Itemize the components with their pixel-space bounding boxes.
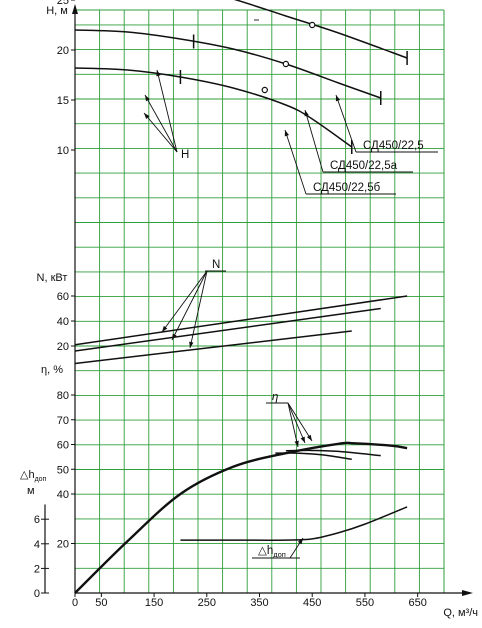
head-curve-0 xyxy=(233,0,408,59)
x-axis-arrow xyxy=(462,590,473,596)
efficiency-tick-label: 60 xyxy=(57,440,69,452)
efficiency-leader-0 xyxy=(287,402,299,448)
x-tick-label: 50 xyxy=(95,597,107,609)
grid xyxy=(75,9,445,593)
x-tick-label: 650 xyxy=(408,597,426,609)
head-point-2 xyxy=(261,86,268,94)
annotations: H СД450/22,5 СД450/22,5а СД450/22,5б Nη △hдоп xyxy=(143,19,438,559)
x-axis-title: Q, м³/ч xyxy=(443,607,478,619)
head-axis-title: H, м xyxy=(46,5,68,17)
head-name-leader-0 xyxy=(335,94,357,153)
power-leader-1 xyxy=(171,270,208,341)
head-name-leader-2 xyxy=(284,129,307,195)
npsh-tick-label: 2 xyxy=(34,563,40,575)
head-name-leader-2-head xyxy=(284,130,289,137)
efficiency-curve-2 xyxy=(275,452,352,461)
x-tick-label: 550 xyxy=(356,597,374,609)
head-curve-2 xyxy=(74,67,353,148)
power-line-1 xyxy=(74,307,381,352)
x-tick-label: 150 xyxy=(145,597,163,609)
head-tick-label: 25 xyxy=(57,0,69,7)
head-leader-2-head xyxy=(144,113,150,120)
npsh-tick-label: 4 xyxy=(34,539,40,551)
head-name-leader-1-head xyxy=(304,110,309,117)
power-leader-2 xyxy=(189,270,208,349)
head-point-1 xyxy=(282,60,290,68)
efficiency-leader-2-head xyxy=(306,434,312,441)
head-curve-1 xyxy=(74,29,381,99)
head-name-leader-1 xyxy=(304,109,324,173)
npsh-series-label: △hдоп xyxy=(258,545,286,559)
power-leader-1-head xyxy=(172,333,177,340)
head-name-label-1: СД450/22,5а xyxy=(330,160,398,172)
x-tick-label: 450 xyxy=(303,597,321,609)
efficiency-leader-0-head xyxy=(294,440,299,447)
efficiency-axis-title: η, % xyxy=(41,364,63,376)
head-name-label-2: СД450/22,5б xyxy=(313,182,381,194)
head-series-label: H xyxy=(181,149,189,161)
npsh-curve-0 xyxy=(180,506,408,541)
power-line-0 xyxy=(74,295,408,346)
efficiency-curve-1 xyxy=(285,449,381,457)
efficiency-tick-label: 80 xyxy=(57,390,69,402)
npsh-leader-head xyxy=(297,538,303,545)
head-leader-1 xyxy=(144,94,178,153)
power-tick-label: 60 xyxy=(57,291,69,303)
efficiency-series-label: η xyxy=(272,391,278,403)
head-leader-1-head xyxy=(145,95,150,102)
head-leader-2 xyxy=(143,112,178,153)
npsh-axis-unit: м xyxy=(27,485,35,497)
curves xyxy=(74,0,408,594)
head-tick-label: 20 xyxy=(57,45,69,57)
head-tick-label: 15 xyxy=(57,95,69,107)
power-tick-label: 20 xyxy=(57,341,69,353)
npsh-tick-label: 6 xyxy=(34,514,40,526)
npsh-tick-label: 0 xyxy=(34,588,40,600)
head-leader-0 xyxy=(156,69,178,153)
head-name-leader-0-head xyxy=(335,95,341,102)
power-leader-2-head xyxy=(189,341,194,348)
power-tick-label: 40 xyxy=(57,316,69,328)
head-name-label-0: СД450/22,5 xyxy=(363,140,424,152)
x-tick-label: 350 xyxy=(250,597,268,609)
power-leader-0 xyxy=(161,270,208,333)
power-leader-0-head xyxy=(162,325,168,332)
efficiency-tick-label: 70 xyxy=(57,415,69,427)
axes xyxy=(44,4,473,596)
efficiency-curve-0 xyxy=(74,441,408,594)
power-axis-title: N, кВт xyxy=(37,272,68,284)
efficiency-leader-1 xyxy=(287,402,306,444)
power-series-label: N xyxy=(212,259,220,271)
efficiency-tick-label: 20 xyxy=(57,539,69,551)
x-tick-label: 250 xyxy=(198,597,216,609)
efficiency-leader-1-head xyxy=(300,436,305,443)
head-point-0 xyxy=(309,21,316,29)
head-leader-0-head xyxy=(156,70,161,77)
power-line-2 xyxy=(74,330,352,365)
x-tick-label: 0 xyxy=(72,597,78,609)
npsh-axis-title: △hдоп xyxy=(20,469,47,483)
efficiency-tick-label: 50 xyxy=(57,464,69,476)
head-tick-label: 10 xyxy=(57,145,69,157)
efficiency-tick-label: 40 xyxy=(57,489,69,501)
efficiency-leader-2 xyxy=(287,402,313,442)
y-axis-arrow xyxy=(72,4,78,14)
